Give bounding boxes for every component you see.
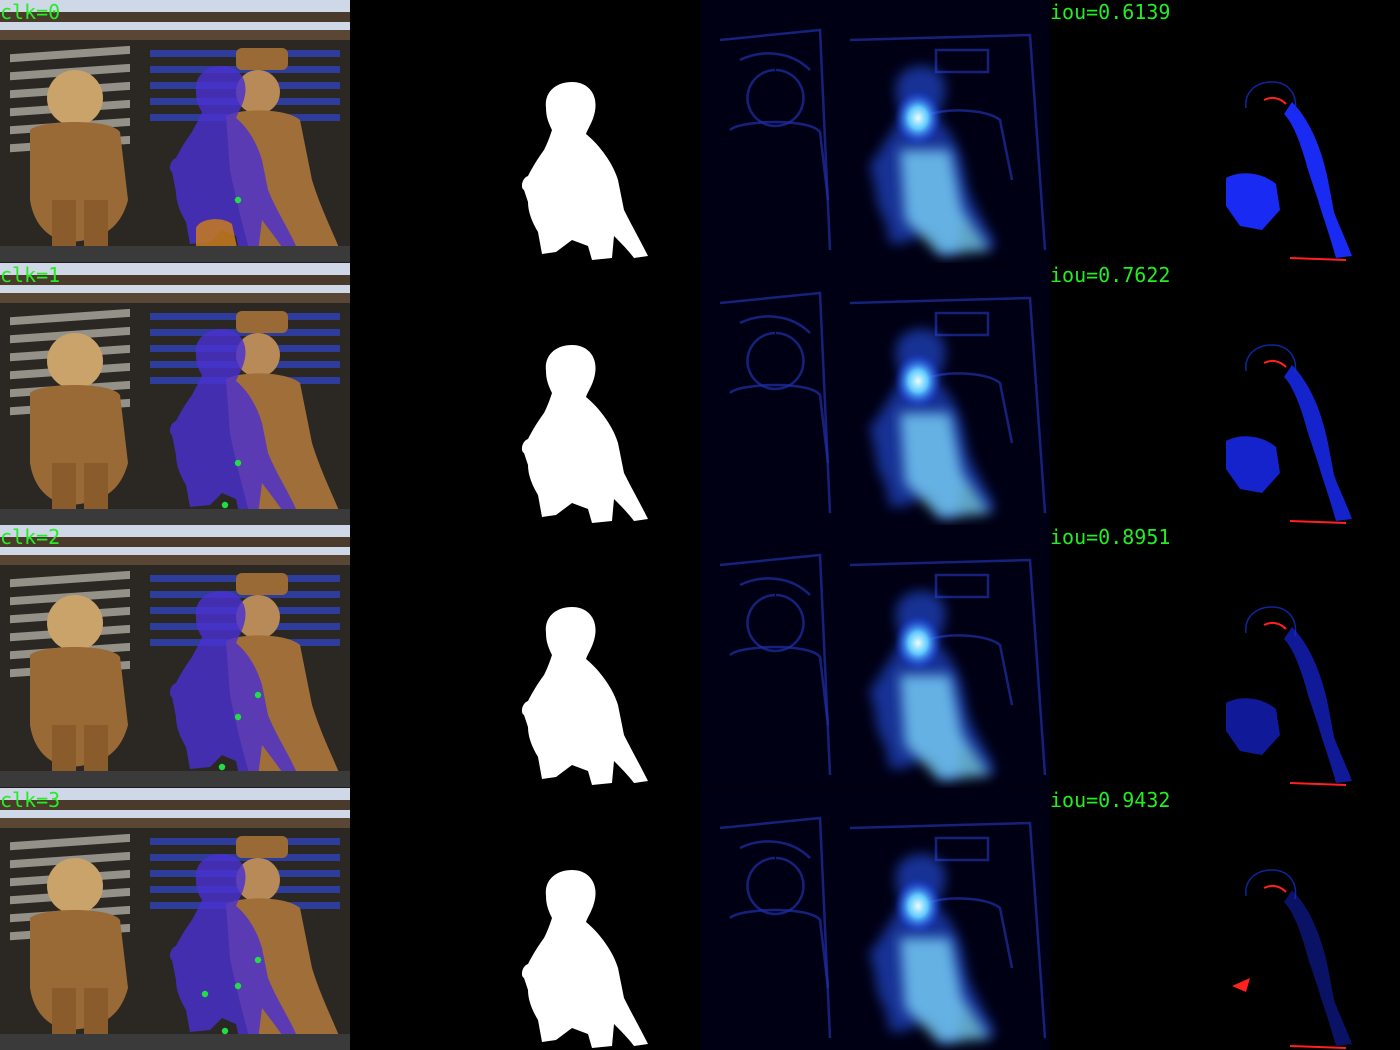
click-count-label: clk=1 — [0, 262, 61, 287]
error-shape — [1050, 0, 1400, 263]
heatmap-shape — [700, 525, 1050, 788]
input-image-overlay — [0, 262, 350, 525]
error-shape — [1050, 525, 1400, 788]
result-row-0: clk=0 iou=0.6139 — [0, 0, 1400, 263]
probability-heatmap — [700, 787, 1050, 1050]
photo-scene — [0, 262, 350, 525]
click-point — [254, 691, 262, 699]
heatmap-shape — [700, 0, 1050, 263]
error-map — [1050, 262, 1400, 525]
mask-shape — [350, 262, 700, 525]
predicted-mask — [350, 0, 700, 263]
probability-heatmap — [700, 525, 1050, 788]
error-map — [1050, 787, 1400, 1050]
click-count-label: clk=2 — [0, 525, 61, 549]
click-point — [234, 196, 242, 204]
input-image-overlay — [0, 787, 350, 1050]
photo-scene — [0, 525, 350, 788]
error-shape — [1050, 262, 1400, 525]
input-image-overlay — [0, 0, 350, 263]
probability-heatmap — [700, 0, 1050, 263]
click-point — [254, 956, 262, 963]
error-map — [1050, 0, 1400, 263]
result-row-2: clk=2 iou=0.8951 — [0, 525, 1400, 788]
photo-scene — [0, 0, 350, 263]
error-shape — [1050, 787, 1400, 1050]
iou-score-label: iou=0.7622 — [1050, 262, 1171, 287]
result-row-1: clk=1 iou=0.7622 — [0, 262, 1400, 525]
mask-shape — [350, 787, 700, 1050]
click-point — [234, 459, 242, 466]
input-image-overlay — [0, 525, 350, 788]
heatmap-shape — [700, 787, 1050, 1050]
probability-heatmap — [700, 262, 1050, 525]
mask-shape — [350, 0, 700, 263]
target-overlay — [169, 328, 296, 517]
target-overlay — [169, 66, 296, 254]
mask-shape — [350, 525, 700, 788]
target-overlay — [169, 853, 296, 1042]
click-count-label: clk=0 — [0, 0, 61, 24]
iou-score-label: iou=0.8951 — [1050, 525, 1171, 549]
click-point — [234, 982, 242, 989]
click-point — [221, 501, 229, 508]
click-point — [221, 1027, 229, 1034]
predicted-mask — [350, 787, 700, 1050]
result-row-3: clk=3 iou=0.9432 — [0, 787, 1400, 1050]
predicted-mask — [350, 525, 700, 788]
click-point — [234, 713, 242, 721]
photo-scene — [0, 787, 350, 1050]
iou-score-label: iou=0.6139 — [1050, 0, 1171, 24]
click-point — [201, 990, 209, 997]
iou-score-label: iou=0.9432 — [1050, 787, 1171, 812]
click-count-label: clk=3 — [0, 787, 61, 812]
target-overlay — [169, 591, 296, 779]
click-point — [218, 763, 226, 771]
error-map — [1050, 525, 1400, 788]
predicted-mask — [350, 262, 700, 525]
heatmap-shape — [700, 262, 1050, 525]
